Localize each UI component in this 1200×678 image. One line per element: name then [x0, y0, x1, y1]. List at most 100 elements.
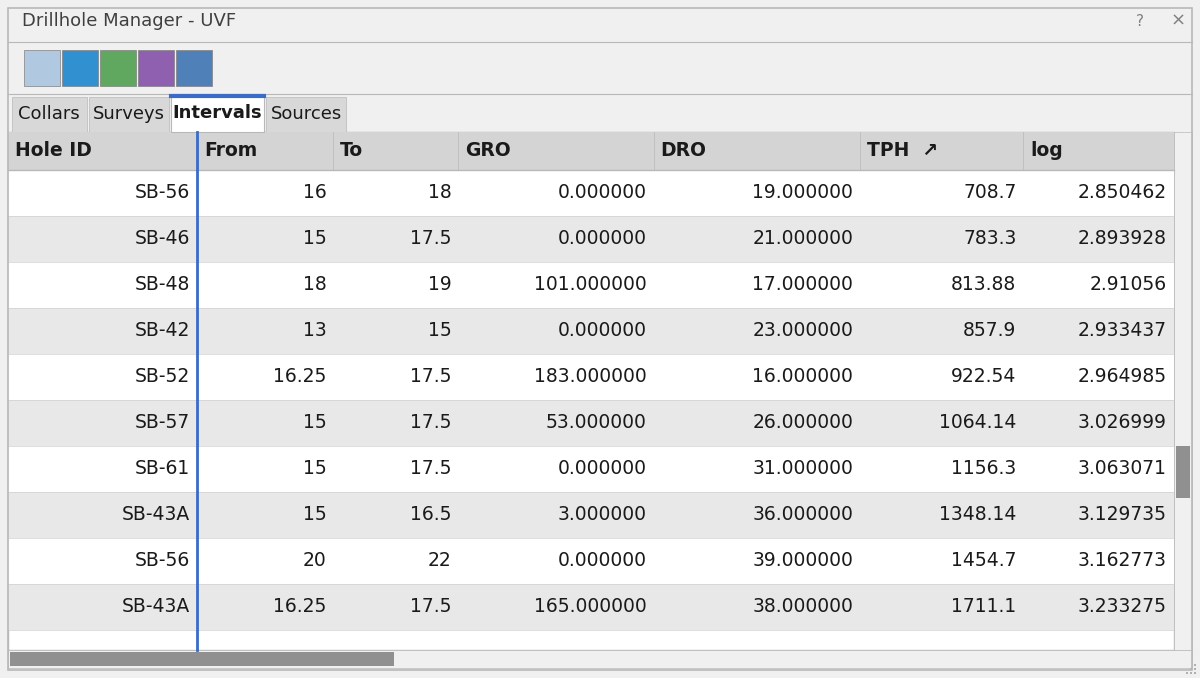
Text: 18: 18 [427, 184, 451, 203]
Bar [8, 354, 1174, 400]
Text: 101.000000: 101.000000 [534, 275, 647, 294]
Bar [8, 262, 1174, 308]
Text: 19: 19 [427, 275, 451, 294]
Bar [8, 538, 1174, 584]
Text: 17.5: 17.5 [410, 597, 451, 616]
Text: From: From [204, 142, 257, 161]
Bar [138, 50, 174, 86]
Text: 1348.14: 1348.14 [940, 506, 1016, 525]
Text: 22: 22 [427, 551, 451, 570]
Bar [8, 650, 1192, 668]
Text: ?: ? [1136, 14, 1144, 28]
Bar [12, 97, 88, 132]
Bar [1194, 672, 1196, 674]
Text: 1064.14: 1064.14 [940, 414, 1016, 433]
Bar [266, 97, 346, 132]
Text: SB-57: SB-57 [134, 414, 190, 433]
Text: ×: × [1170, 12, 1186, 30]
Text: 16: 16 [302, 184, 326, 203]
Text: 183.000000: 183.000000 [534, 367, 647, 386]
Text: 36.000000: 36.000000 [752, 506, 853, 525]
Text: TPH  ↗: TPH ↗ [868, 142, 938, 161]
Text: 17.5: 17.5 [410, 460, 451, 479]
Bar [8, 308, 1174, 354]
Text: 0.000000: 0.000000 [558, 229, 647, 249]
Bar [1186, 672, 1188, 674]
Text: 0.000000: 0.000000 [558, 184, 647, 203]
Text: 38.000000: 38.000000 [752, 597, 853, 616]
Text: 2.933437: 2.933437 [1078, 321, 1166, 340]
Text: 15: 15 [302, 414, 326, 433]
Text: Sources: Sources [270, 105, 342, 123]
Text: 16.000000: 16.000000 [752, 367, 853, 386]
Text: 3.162773: 3.162773 [1078, 551, 1166, 570]
Bar [8, 584, 1174, 630]
Text: 783.3: 783.3 [964, 229, 1016, 249]
Bar [8, 170, 1174, 216]
Text: 2.964985: 2.964985 [1078, 367, 1166, 386]
Text: 15: 15 [302, 460, 326, 479]
Bar [172, 94, 264, 132]
Bar [100, 50, 136, 86]
Text: 2.850462: 2.850462 [1078, 184, 1166, 203]
Text: 13: 13 [302, 321, 326, 340]
Text: 3.129735: 3.129735 [1078, 506, 1166, 525]
Bar [8, 42, 1192, 94]
Text: 16.25: 16.25 [272, 367, 326, 386]
Bar [24, 50, 60, 86]
Text: 1711.1: 1711.1 [952, 597, 1016, 616]
Bar [89, 97, 169, 132]
Text: 0.000000: 0.000000 [558, 460, 647, 479]
Text: DRO: DRO [660, 142, 707, 161]
Text: 857.9: 857.9 [964, 321, 1016, 340]
Text: 2.893928: 2.893928 [1078, 229, 1166, 249]
Text: Hole ID: Hole ID [14, 142, 92, 161]
Text: 17.5: 17.5 [410, 367, 451, 386]
Bar [176, 50, 212, 86]
Text: 18: 18 [302, 275, 326, 294]
Text: SB-52: SB-52 [134, 367, 190, 386]
Text: 17.5: 17.5 [410, 229, 451, 249]
Bar [1190, 668, 1192, 670]
Text: Drillhole Manager - UVF: Drillhole Manager - UVF [22, 12, 236, 30]
Text: 17.000000: 17.000000 [752, 275, 853, 294]
Bar [1194, 664, 1196, 666]
Bar [1174, 132, 1192, 650]
Text: 2.91056: 2.91056 [1090, 275, 1166, 294]
Text: 19.000000: 19.000000 [752, 184, 853, 203]
Text: 1454.7: 1454.7 [950, 551, 1016, 570]
Bar [8, 400, 1174, 446]
Text: 16.25: 16.25 [272, 597, 326, 616]
Text: 39.000000: 39.000000 [752, 551, 853, 570]
Text: SB-46: SB-46 [134, 229, 190, 249]
Bar [62, 50, 98, 86]
Text: SB-43A: SB-43A [121, 506, 190, 525]
Bar [8, 216, 1174, 262]
Text: log: log [1031, 142, 1063, 161]
Text: SB-56: SB-56 [134, 551, 190, 570]
Bar [8, 446, 1174, 492]
Text: 3.233275: 3.233275 [1078, 597, 1166, 616]
Text: 813.88: 813.88 [952, 275, 1016, 294]
Bar [10, 652, 394, 666]
Text: 15: 15 [302, 506, 326, 525]
Bar [1190, 672, 1192, 674]
Text: 3.000000: 3.000000 [558, 506, 647, 525]
Bar [8, 132, 1174, 650]
Text: SB-56: SB-56 [134, 184, 190, 203]
Text: Surveys: Surveys [94, 105, 166, 123]
Text: 165.000000: 165.000000 [534, 597, 647, 616]
Text: GRO: GRO [466, 142, 511, 161]
Bar [8, 132, 1174, 170]
Text: 26.000000: 26.000000 [752, 414, 853, 433]
Text: 23.000000: 23.000000 [752, 321, 853, 340]
Text: Collars: Collars [18, 105, 80, 123]
Text: 20: 20 [302, 551, 326, 570]
Text: 15: 15 [302, 229, 326, 249]
Text: 1156.3: 1156.3 [952, 460, 1016, 479]
Text: 21.000000: 21.000000 [752, 229, 853, 249]
Text: 922.54: 922.54 [952, 367, 1016, 386]
Text: 16.5: 16.5 [410, 506, 451, 525]
Text: 3.063071: 3.063071 [1078, 460, 1166, 479]
Text: 31.000000: 31.000000 [752, 460, 853, 479]
